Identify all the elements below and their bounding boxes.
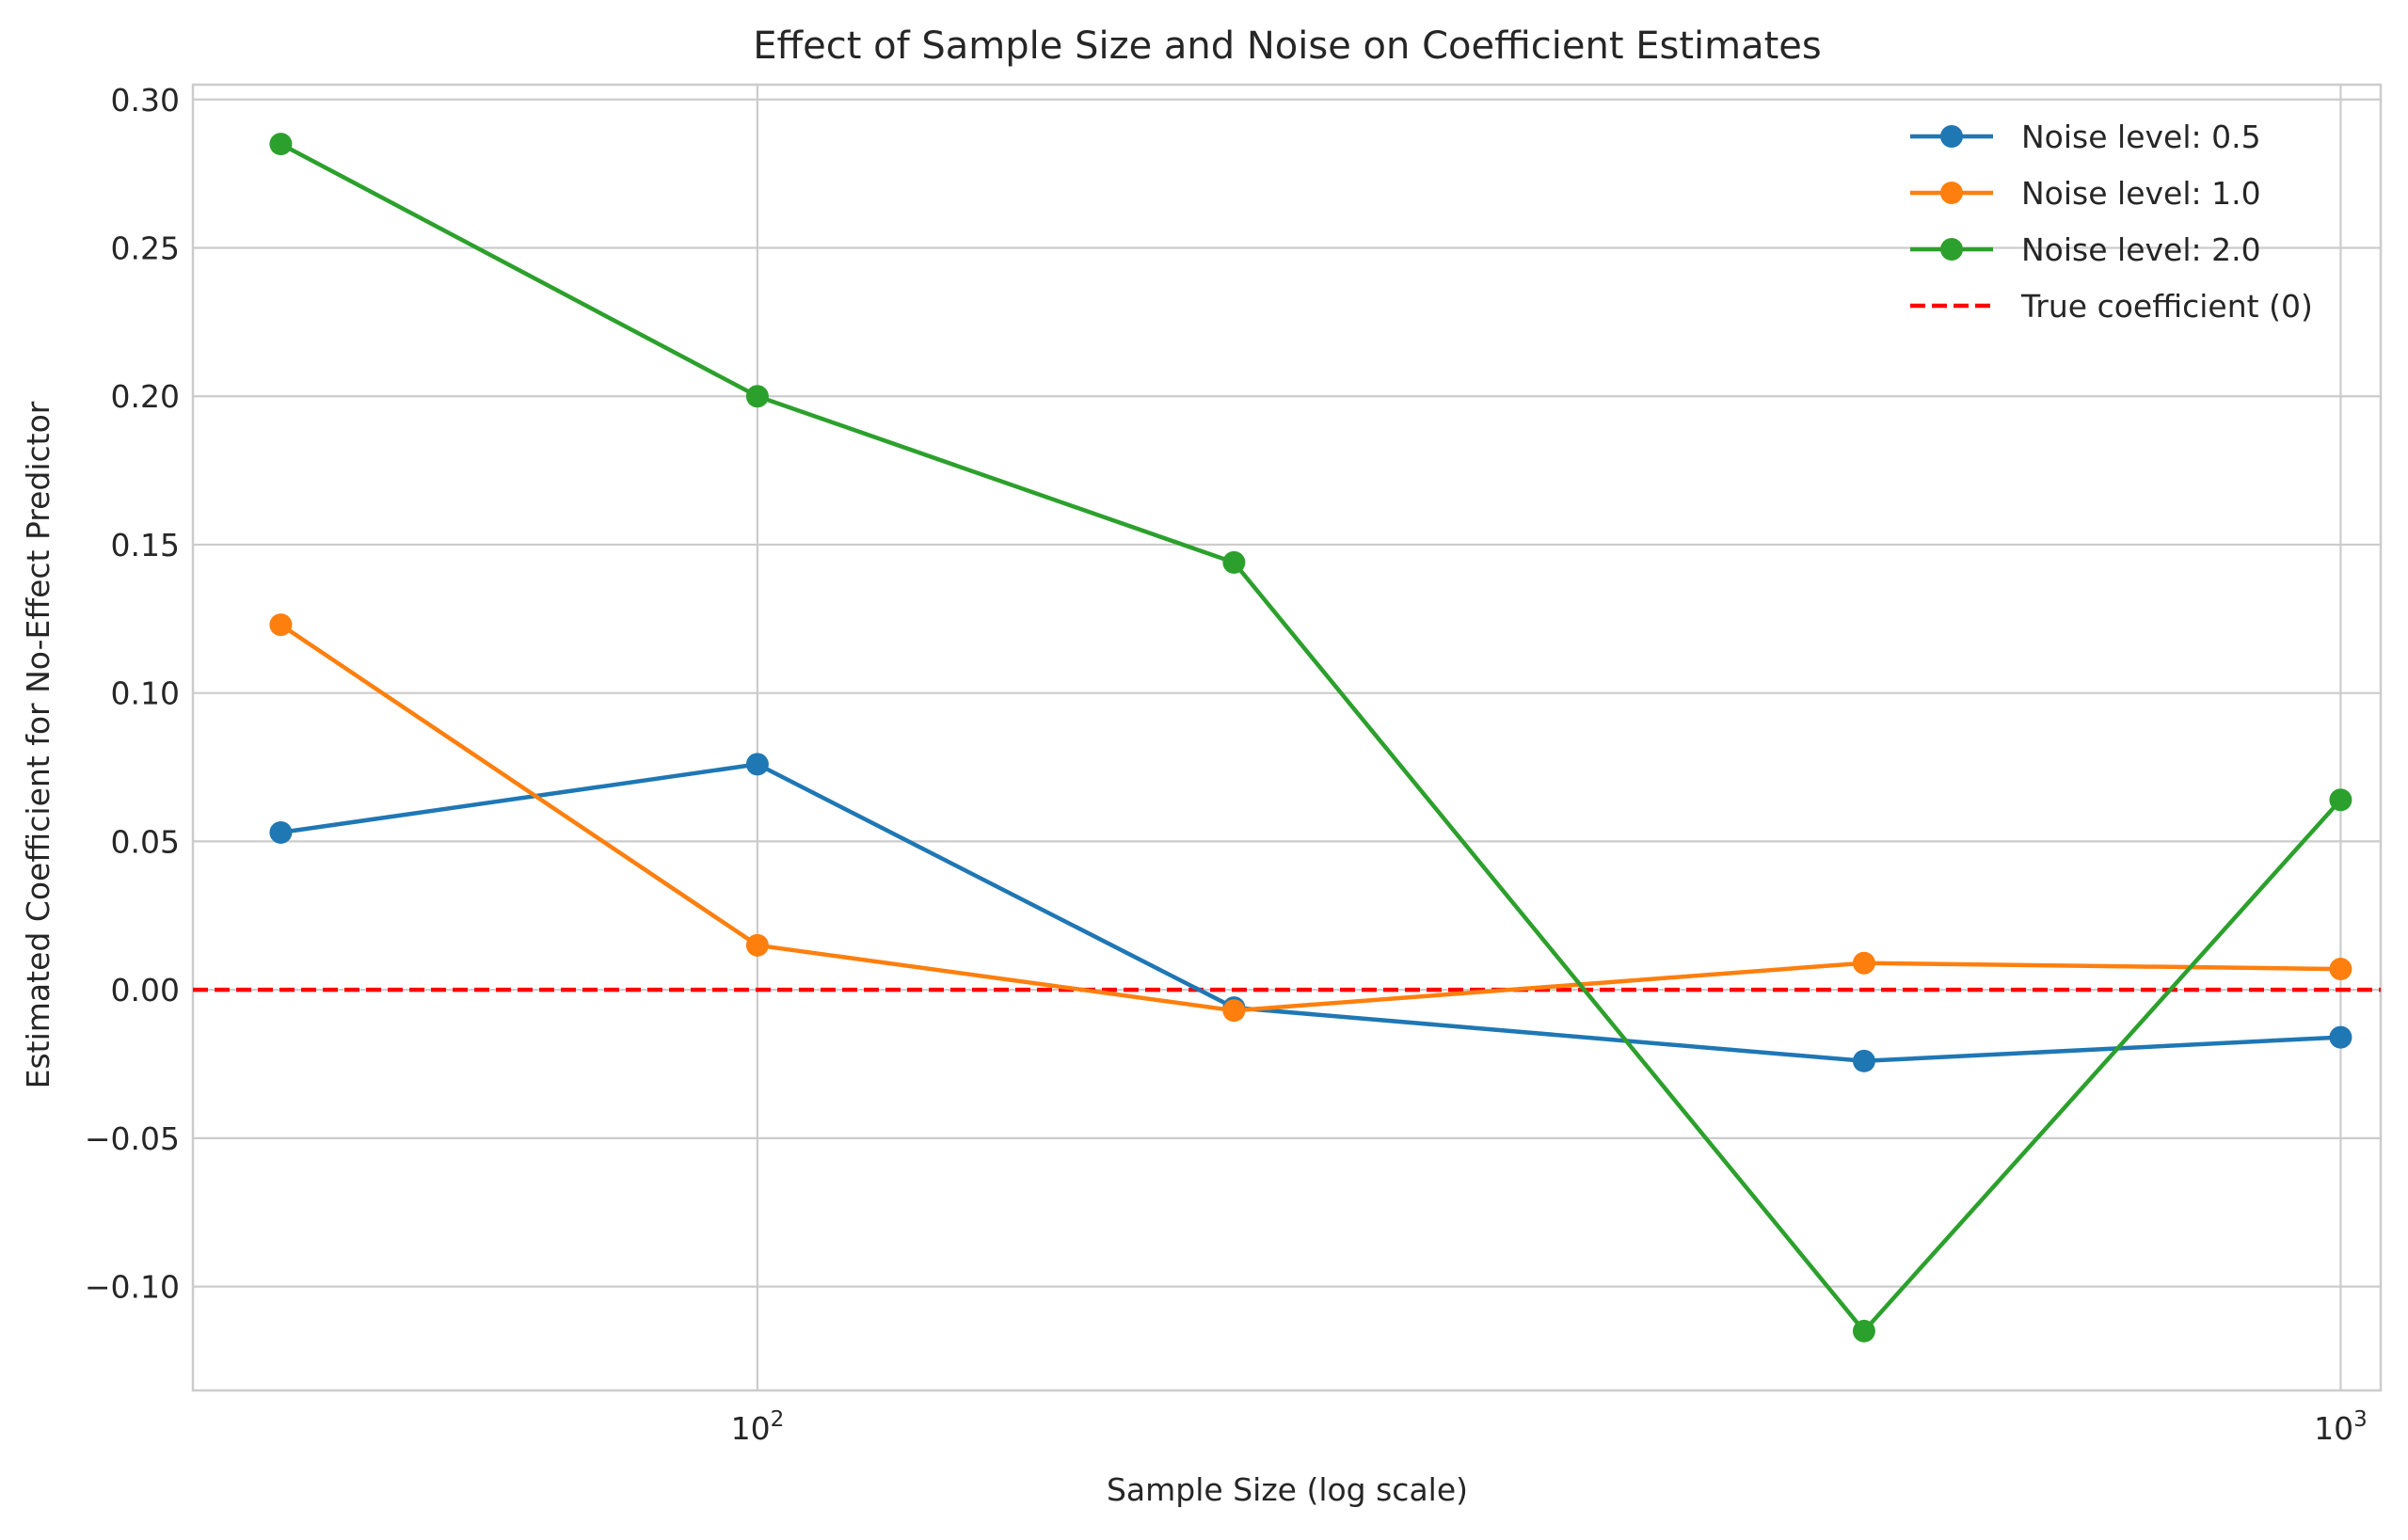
y-tick-label: 0.25	[111, 230, 180, 267]
data-point	[1852, 1049, 1875, 1072]
data-point	[1852, 951, 1875, 975]
legend-entry: Noise level: 2.0	[1910, 231, 2261, 268]
data-point	[269, 133, 293, 156]
data-point	[745, 753, 769, 776]
y-tick-label: 0.10	[111, 675, 180, 712]
data-point	[1222, 999, 1246, 1023]
legend-label: Noise level: 0.5	[2021, 119, 2261, 155]
y-tick-label: 0.05	[111, 823, 180, 860]
x-tick-label: 103	[2314, 1407, 2368, 1447]
series-group	[269, 133, 2352, 1342]
y-tick-label: 0.30	[111, 82, 180, 119]
legend-marker	[1940, 182, 1963, 204]
data-point	[1222, 550, 1246, 574]
legend-label: Noise level: 2.0	[2021, 231, 2261, 268]
y-tick-label: 0.00	[111, 972, 180, 1008]
legend-entry: Noise level: 1.0	[1910, 175, 2261, 212]
y-tick-label: −0.05	[85, 1120, 180, 1157]
series-2	[269, 613, 2352, 1023]
data-point	[2329, 788, 2352, 812]
tick-labels: 0.30 0.25 0.20 0.15 0.10 0.05 0.00 −0.05 −0.10 10…	[85, 82, 2368, 1447]
legend-entry: Noise level: 0.5	[1910, 119, 2261, 155]
y-tick-label: 0.15	[111, 527, 180, 564]
legend-marker	[1940, 125, 1963, 148]
legend-entry: True coefficient (0)	[1910, 288, 2313, 325]
data-point	[745, 933, 769, 957]
data-point	[745, 385, 769, 408]
data-point	[2329, 958, 2352, 981]
y-tick-label: 0.20	[111, 378, 180, 415]
legend-label: True coefficient (0)	[2020, 288, 2313, 325]
y-tick-label: −0.10	[85, 1269, 180, 1306]
legend-marker	[1940, 238, 1963, 261]
legend: Noise level: 0.5 Noise level: 1.0 Noise le…	[1910, 119, 2313, 325]
x-axis-label: Sample Size (log scale)	[1107, 1471, 1468, 1508]
data-point	[2329, 1025, 2352, 1049]
series-3	[269, 133, 2352, 1342]
data-point	[269, 820, 293, 844]
chart-title: Effect of Sample Size and Noise on Coeff…	[753, 24, 1821, 68]
data-point	[1852, 1319, 1875, 1342]
y-axis-label: Estimated Coefficient for No-Effect Pred…	[20, 401, 56, 1088]
plot-frame	[191, 83, 2383, 1392]
grid-lines	[193, 85, 2381, 1390]
data-point	[269, 613, 293, 637]
x-tick-label: 102	[731, 1407, 785, 1447]
legend-label: Noise level: 1.0	[2021, 175, 2261, 212]
